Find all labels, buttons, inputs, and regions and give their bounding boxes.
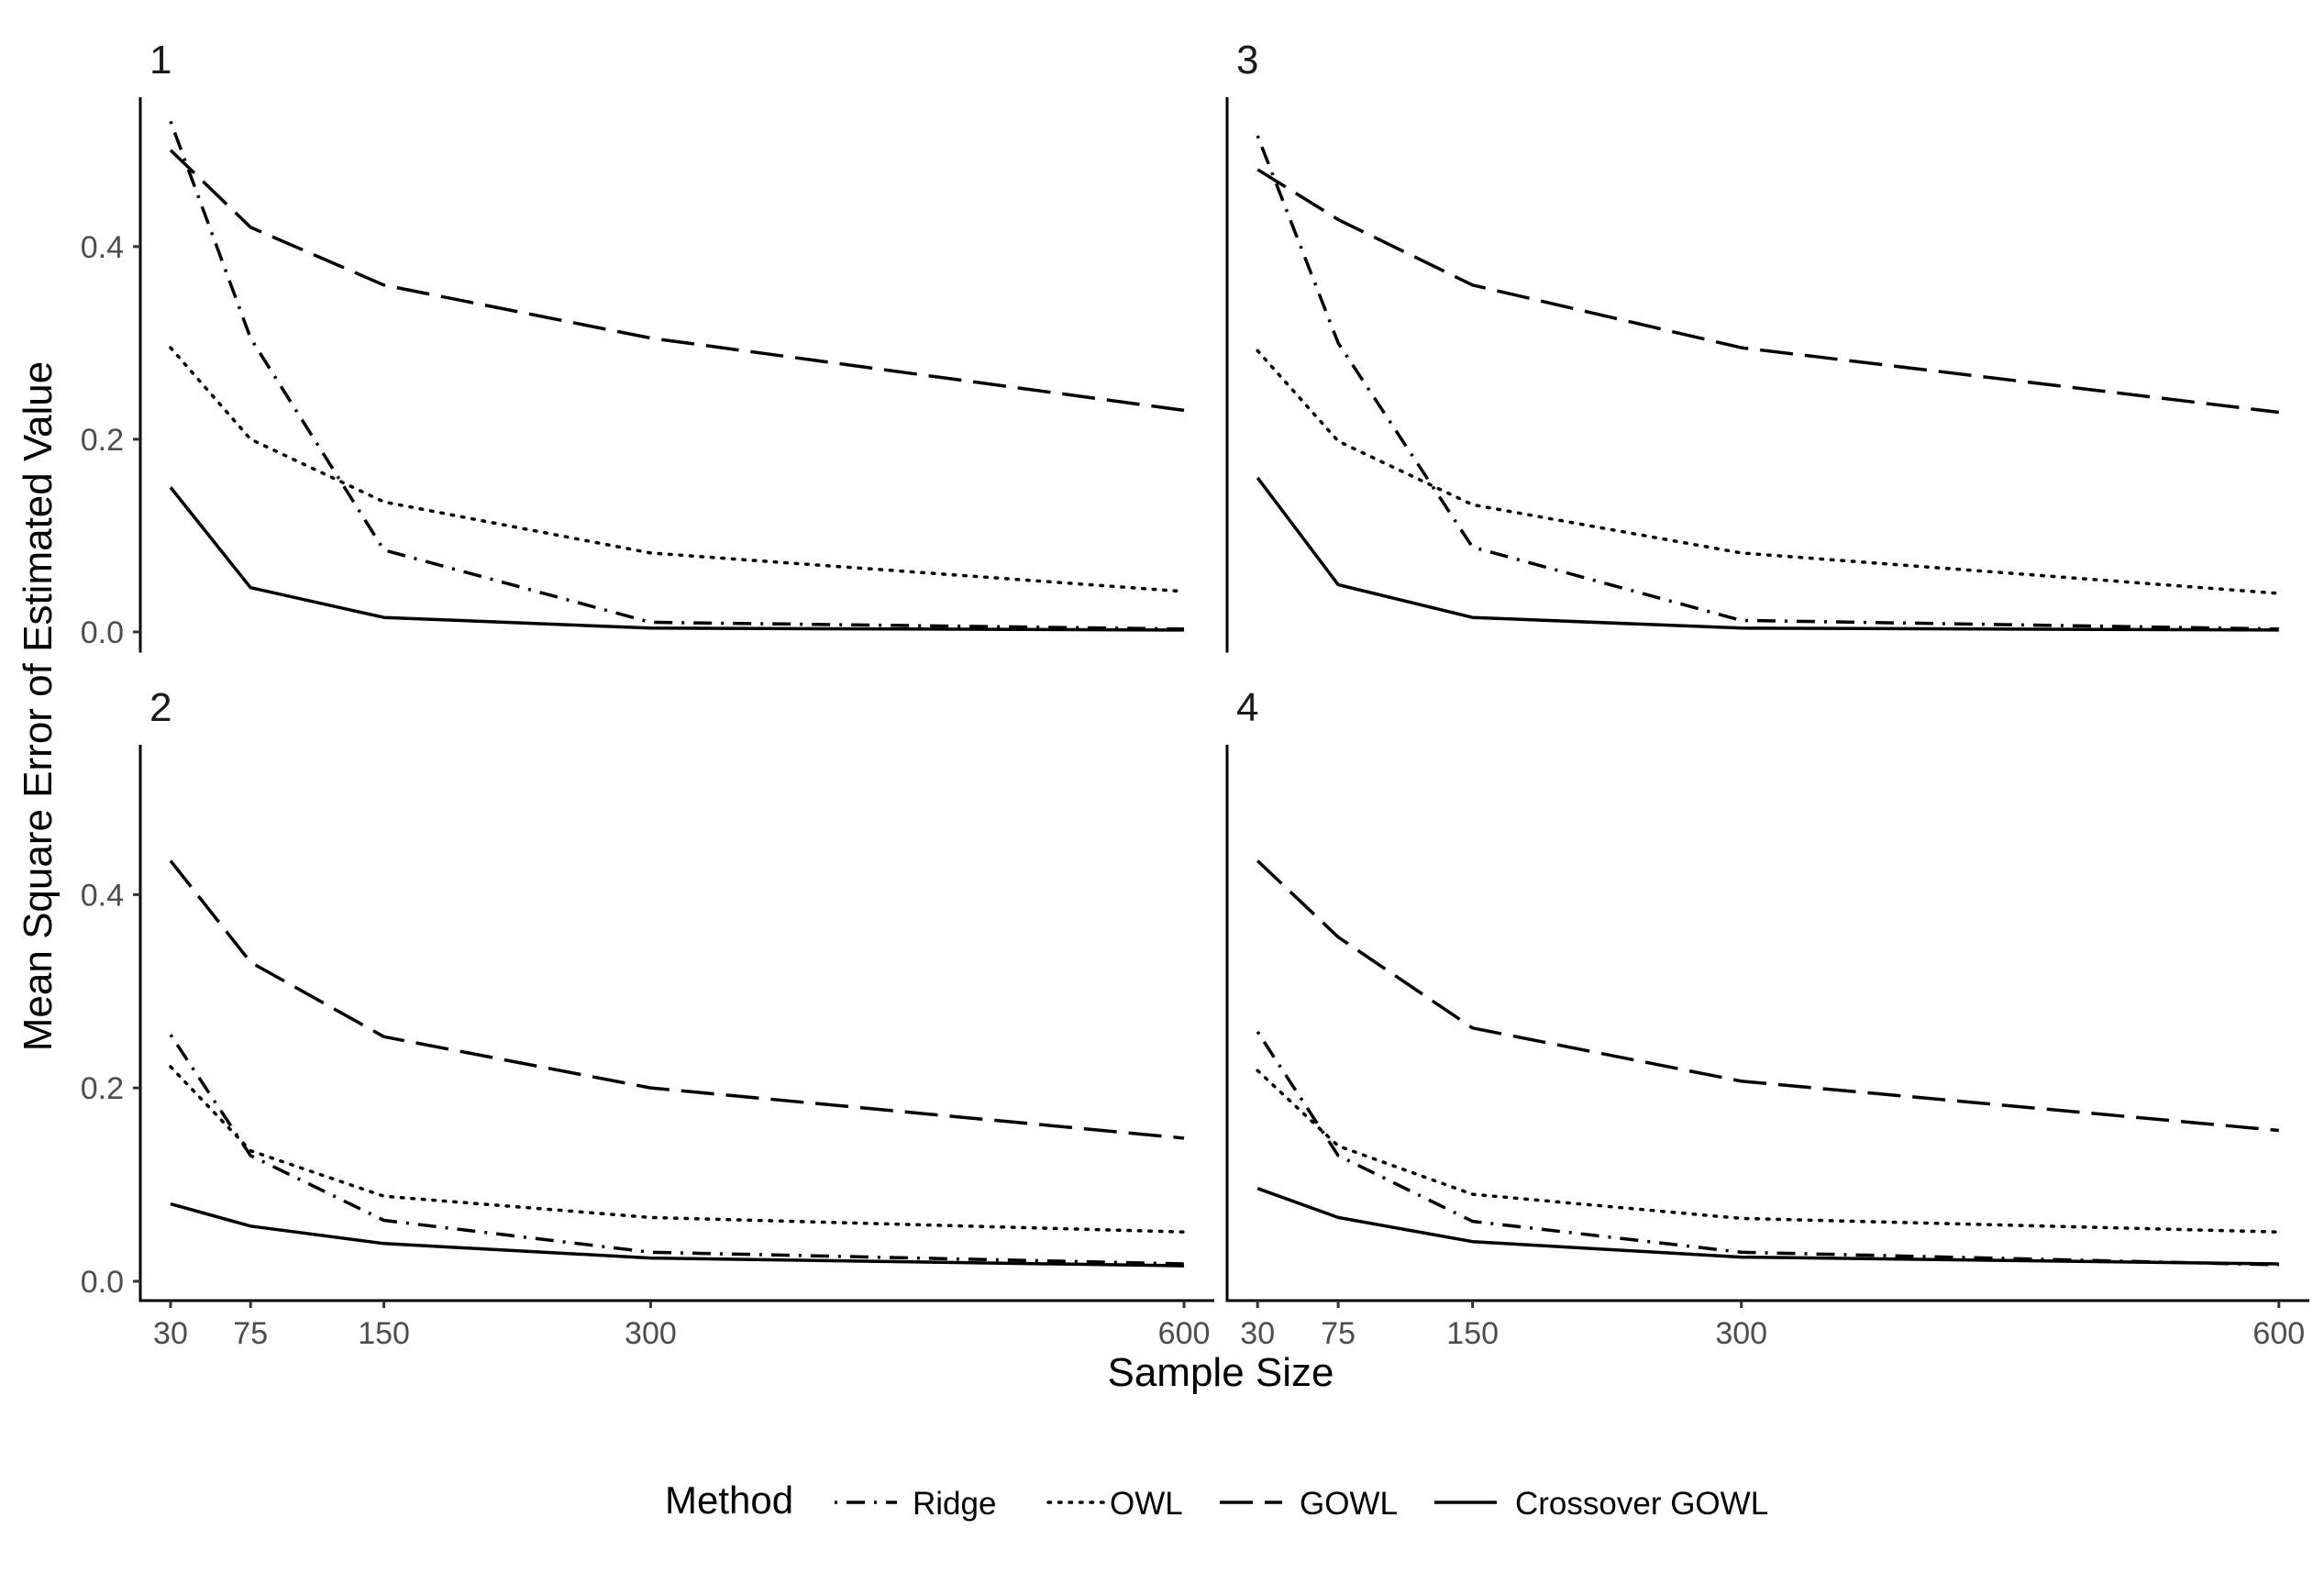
x-tick-label: 600	[1158, 1316, 1211, 1351]
panel-2: 2 0.0 0.2 0.4 30 75 150 300 600	[81, 685, 1214, 1351]
series-line-gowl	[169, 859, 1185, 1140]
legend-label-crossover-gowl: Crossover GOWL	[1515, 1486, 1768, 1522]
series-line-gowl	[1256, 168, 2280, 415]
x-tick-label: 30	[153, 1316, 188, 1351]
series-line-owl	[169, 1065, 1186, 1234]
x-tick-label: 600	[2252, 1316, 2305, 1351]
legend-label-gowl: GOWL	[1300, 1486, 1398, 1522]
panel-label: 1	[149, 38, 172, 83]
series-line-ridge	[1256, 135, 2279, 631]
y-tick-label: 0.0	[81, 1265, 124, 1300]
y-tick-label: 0.4	[81, 230, 124, 265]
series-line-owl	[169, 346, 1186, 593]
series-line-gowl	[1256, 859, 2279, 1133]
chart-panels: 1 0.0 0.2 0.4 3 2 0.0 0.2 0.4 30 75 150 300 600 4 30 75 1…	[81, 38, 2309, 1351]
x-tick-label: 75	[233, 1316, 268, 1351]
series-line-crossover-gowl	[1256, 476, 2279, 632]
series-line-ridge	[169, 120, 1185, 631]
x-tick-label: 150	[1446, 1316, 1499, 1351]
x-tick-label: 300	[1715, 1316, 1767, 1351]
x-tick-label: 300	[625, 1316, 677, 1351]
legend-title: Method	[665, 1479, 793, 1522]
series-line-gowl	[169, 149, 1185, 413]
panel-3: 3	[1225, 38, 2281, 653]
series-line-owl	[1256, 1069, 2281, 1234]
x-axis-title: Sample Size	[1107, 1350, 1334, 1395]
panel-1: 1 0.0 0.2 0.4	[81, 38, 1186, 653]
series-line-owl	[1256, 349, 2281, 595]
series-line-ridge	[1256, 1031, 2279, 1267]
legend: Method Ridge OWL GOWL Crossover GOWL	[665, 1479, 1768, 1522]
y-tick-label: 0.0	[81, 615, 124, 650]
series-line-crossover-gowl	[1256, 1187, 2279, 1266]
panel-label: 4	[1236, 685, 1258, 730]
series-line-ridge	[169, 1034, 1185, 1266]
y-tick-label: 0.2	[81, 423, 124, 458]
x-tick-label: 150	[358, 1316, 410, 1351]
legend-label-ridge: Ridge	[913, 1486, 996, 1522]
series-line-crossover-gowl	[170, 1202, 1185, 1268]
x-tick-label: 30	[1240, 1316, 1275, 1351]
legend-label-owl: OWL	[1110, 1486, 1183, 1522]
panel-label: 3	[1236, 38, 1258, 83]
y-tick-label: 0.4	[81, 878, 124, 913]
y-axis-title: Mean Square Error of Estimated Value	[16, 361, 61, 1051]
series-line-crossover-gowl	[169, 486, 1185, 632]
panel-4: 4 30 75 150 300 600	[1225, 685, 2309, 1351]
y-tick-label: 0.2	[81, 1071, 124, 1106]
x-tick-label: 75	[1321, 1316, 1356, 1351]
panel-label: 2	[149, 685, 172, 730]
